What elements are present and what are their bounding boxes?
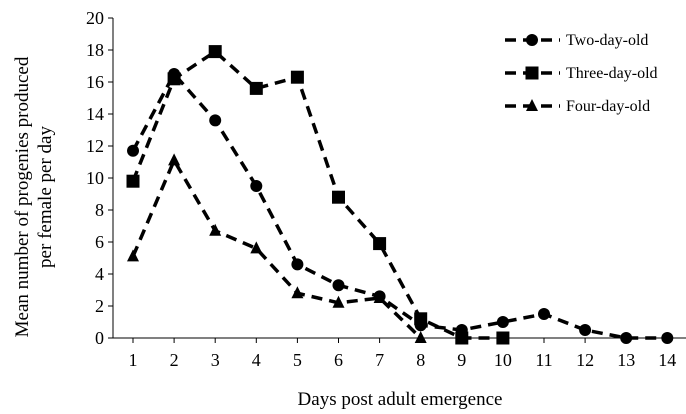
x-tick-label: 6 bbox=[334, 350, 343, 370]
y-tick-label: 4 bbox=[95, 264, 104, 284]
x-tick-label: 12 bbox=[576, 350, 594, 370]
data-point-square bbox=[167, 72, 181, 86]
x-axis-label: Days post adult emergence bbox=[298, 389, 503, 410]
x-tick-label: 2 bbox=[170, 350, 179, 370]
x-tick-label: 7 bbox=[375, 350, 384, 370]
data-point-square bbox=[414, 312, 428, 326]
data-point-circle bbox=[250, 180, 263, 192]
data-point-square bbox=[525, 66, 539, 80]
legend-item: Two-day-old bbox=[505, 32, 648, 49]
y-tick-label: 16 bbox=[86, 72, 104, 92]
y-axis-label-line-1: Mean number of progenies produced bbox=[12, 56, 33, 337]
x-tick-label: 10 bbox=[494, 350, 512, 370]
x-tick-label: 9 bbox=[457, 350, 466, 370]
data-point-triangle bbox=[332, 295, 345, 308]
y-tick-label: 0 bbox=[95, 328, 104, 348]
data-point-triangle bbox=[291, 286, 304, 299]
x-tick-label: 8 bbox=[416, 350, 425, 370]
y-tick-label: 6 bbox=[95, 232, 104, 252]
data-point-square bbox=[455, 331, 469, 345]
x-tick-label: 4 bbox=[252, 350, 261, 370]
x-tick-label: 5 bbox=[293, 350, 302, 370]
x-axis-ticks: 1 2 3 4 5 6 7 8 9 10 11 12 13 14 bbox=[129, 338, 676, 370]
data-point-circle bbox=[579, 324, 592, 336]
data-point-triangle bbox=[414, 331, 427, 343]
legend-label: Three-day-old bbox=[566, 65, 658, 82]
data-point-circle bbox=[127, 144, 139, 157]
y-tick-label: 18 bbox=[86, 40, 104, 60]
data-point-triangle bbox=[526, 99, 538, 111]
y-tick-label: 20 bbox=[86, 8, 104, 28]
data-point-square bbox=[496, 331, 510, 345]
data-point-square bbox=[290, 70, 304, 84]
data-point-circle bbox=[538, 308, 550, 320]
series-line bbox=[131, 70, 668, 340]
y-tick-label: 2 bbox=[95, 296, 104, 316]
y-tick-label: 12 bbox=[86, 136, 104, 156]
data-point-triangle bbox=[127, 249, 139, 262]
y-axis-label: Mean number of progenies produced per fe… bbox=[12, 56, 56, 337]
x-tick-label: 3 bbox=[211, 350, 220, 370]
data-point-square bbox=[332, 190, 345, 204]
y-axis-label-line-2: per female per day bbox=[35, 126, 56, 268]
legend-item: Three-day-old bbox=[505, 65, 658, 82]
data-point-circle bbox=[526, 34, 538, 46]
series-three-day-old bbox=[126, 45, 510, 345]
data-point-square bbox=[126, 174, 140, 188]
data-point-square bbox=[208, 45, 222, 59]
x-tick-label: 1 bbox=[129, 350, 138, 370]
data-point-circle bbox=[661, 332, 674, 344]
data-point-circle bbox=[209, 114, 222, 127]
y-axis-ticks: 0 2 4 6 8 10 12 14 16 18 20 bbox=[86, 8, 113, 348]
x-tick-label: 11 bbox=[535, 350, 552, 370]
y-tick-label: 14 bbox=[86, 104, 104, 124]
data-point-circle bbox=[332, 279, 345, 292]
legend-label: Four-day-old bbox=[566, 98, 650, 115]
series-line bbox=[131, 49, 503, 340]
y-tick-label: 10 bbox=[86, 168, 104, 188]
data-point-triangle bbox=[373, 291, 386, 303]
data-point-circle bbox=[291, 258, 304, 271]
series-four-day-old bbox=[127, 153, 427, 343]
data-point-circle bbox=[496, 316, 509, 328]
data-point-triangle bbox=[209, 223, 222, 236]
legend-item: Four-day-old bbox=[505, 98, 650, 115]
data-point-triangle bbox=[168, 153, 181, 166]
x-tick-label: 13 bbox=[617, 350, 635, 370]
y-tick-label: 8 bbox=[95, 200, 104, 220]
legend: Two-day-old Three-day-old Four-day-old bbox=[505, 32, 658, 115]
series-line bbox=[131, 156, 422, 340]
data-point-triangle bbox=[250, 241, 263, 254]
data-point-square bbox=[249, 81, 263, 95]
data-point-square bbox=[373, 237, 387, 251]
x-tick-label: 14 bbox=[658, 350, 676, 370]
legend-label: Two-day-old bbox=[566, 32, 648, 49]
series-layer bbox=[126, 45, 674, 345]
data-point-circle bbox=[620, 332, 633, 344]
